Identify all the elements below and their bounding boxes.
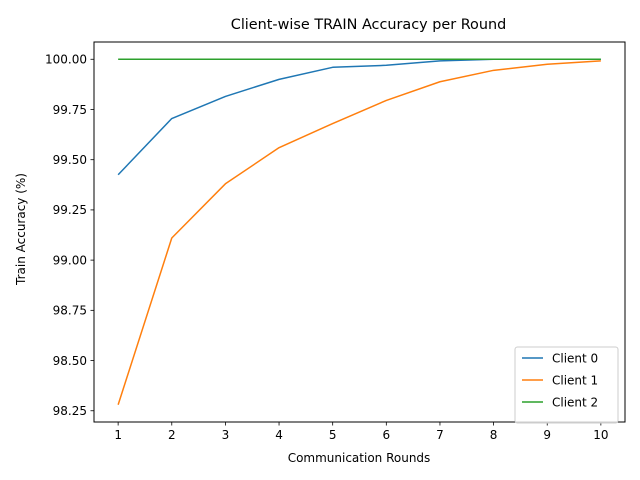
y-tick-label: 98.50 [53, 354, 87, 368]
legend-label-client-1: Client 1 [552, 373, 598, 387]
legend-label-client-2: Client 2 [552, 395, 598, 409]
x-tick-label: 9 [543, 428, 551, 442]
y-tick-label: 100.00 [45, 53, 87, 67]
y-axis-label: Train Accuracy (%) [14, 173, 28, 286]
y-tick-label: 99.00 [53, 253, 87, 267]
x-tick-label: 7 [436, 428, 444, 442]
y-tick-label: 98.75 [53, 304, 87, 318]
x-tick-label: 3 [222, 428, 230, 442]
y-tick-label: 99.25 [53, 203, 87, 217]
y-axis: 98.25 98.50 98.75 99.00 99.25 99.50 99.75 100.0… [45, 53, 94, 418]
y-tick-label: 98.25 [53, 404, 87, 418]
series-line-client-1 [117, 60, 601, 405]
plot-frame [93, 41, 626, 423]
x-tick-label: 1 [114, 428, 122, 442]
y-tick-label: 99.75 [53, 103, 87, 117]
x-tick-label: 8 [490, 428, 498, 442]
x-tick-label: 5 [329, 428, 337, 442]
y-tick-label: 99.50 [53, 153, 87, 167]
x-tick-label: 10 [593, 428, 608, 442]
legend-label-client-0: Client 0 [552, 351, 598, 365]
legend: Client 0 Client 1 Client 2 [514, 346, 619, 424]
x-tick-label: 4 [275, 428, 283, 442]
chart-title: Client-wise TRAIN Accuracy per Round [231, 17, 506, 33]
x-tick-label: 6 [382, 428, 390, 442]
x-tick-label: 2 [168, 428, 176, 442]
plot-lines [117, 58, 601, 405]
x-axis-label: Communication Rounds [288, 451, 431, 465]
x-axis: 1 2 3 4 5 6 7 8 9 10 [114, 422, 609, 442]
legend-box [514, 346, 619, 424]
